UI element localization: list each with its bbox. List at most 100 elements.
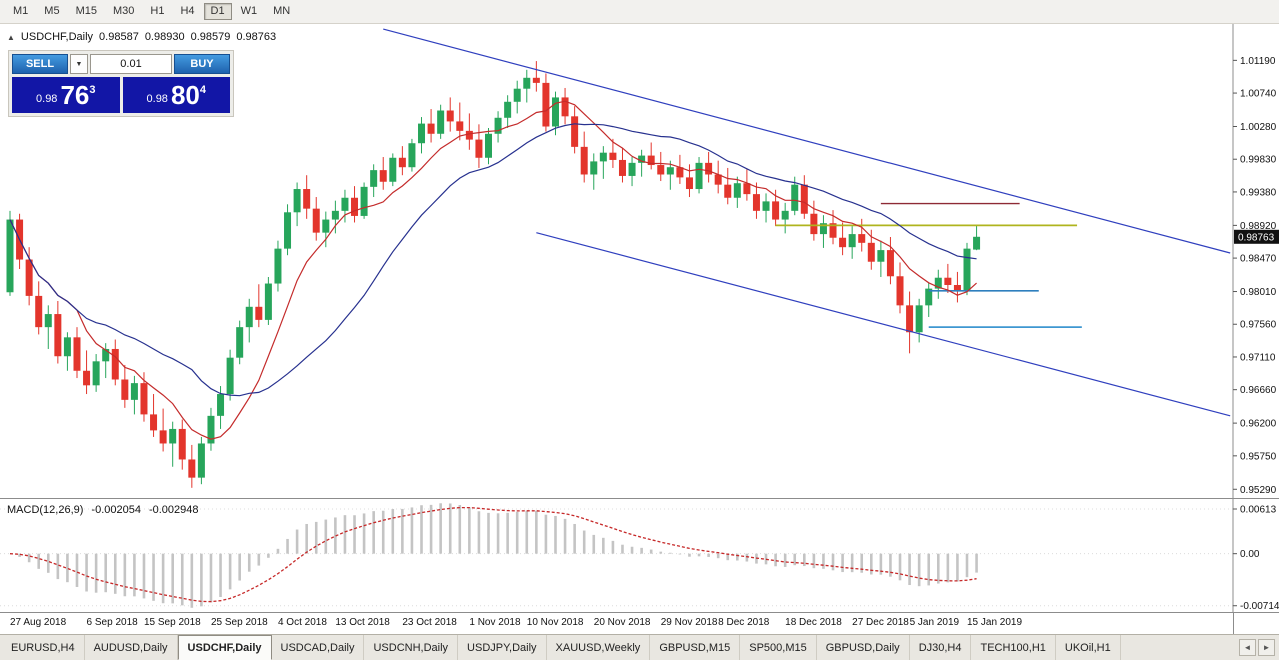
svg-text:0.98470: 0.98470 (1240, 254, 1277, 265)
timeframe-button-m5[interactable]: M5 (37, 3, 66, 20)
tab-gbpusd-daily[interactable]: GBPUSD,Daily (817, 635, 910, 660)
buy-price-big: 80 (170, 80, 200, 110)
svg-text:0.99830: 0.99830 (1240, 155, 1277, 166)
timeframe-button-m30[interactable]: M30 (106, 3, 141, 20)
svg-text:0.00: 0.00 (1240, 549, 1260, 560)
date-label: 5 Jan 2019 (909, 617, 960, 628)
current-price-badge (1234, 229, 1279, 244)
date-label: 8 Dec 2018 (718, 617, 770, 628)
timeframe-button-mn[interactable]: MN (266, 3, 297, 20)
macd-signal-line (9, 506, 977, 603)
macd-chart-svg[interactable]: 0.00613 0.00 -0.00714 (0, 499, 1279, 612)
timeframe-button-m15[interactable]: M15 (69, 3, 104, 20)
macd-panel[interactable]: 0.00613 0.00 -0.00714 MACD(12,26,9) -0.002… (0, 498, 1279, 612)
arrow-left-icon: ◄ (1243, 642, 1252, 652)
macd-value-signal: -0.002948 (148, 504, 199, 516)
svg-text:0.98010: 0.98010 (1240, 287, 1277, 298)
date-label: 4 Oct 2018 (277, 617, 327, 628)
timeframe-button-d1[interactable]: D1 (203, 3, 232, 20)
date-label: 27 Aug 2018 (10, 617, 67, 628)
date-label: 13 Oct 2018 (335, 617, 390, 628)
buy-price-prefix: 0.98 (146, 93, 168, 105)
svg-text:1.00740: 1.00740 (1240, 89, 1277, 100)
tabs-scroll-left-button[interactable]: ◄ (1239, 639, 1256, 656)
ohlc-high: 0.98930 (144, 31, 185, 43)
svg-text:1.00280: 1.00280 (1240, 122, 1277, 133)
buy-button[interactable]: BUY (174, 54, 230, 74)
date-label: 20 Nov 2018 (593, 617, 651, 628)
svg-text:0.99380: 0.99380 (1240, 187, 1277, 198)
tab-scroll-controls: ◄ ► (1235, 635, 1279, 660)
date-label: 23 Oct 2018 (402, 617, 457, 628)
channel-lower (536, 232, 1231, 417)
date-label: 25 Sep 2018 (210, 617, 268, 628)
volume-input[interactable] (90, 54, 172, 74)
ma-8 (9, 100, 977, 440)
tab-usdjpy-daily[interactable]: USDJPY,Daily (458, 635, 547, 660)
sell-price-display[interactable]: 0.98 76 3 (12, 77, 120, 113)
tab-gbpusd-m15[interactable]: GBPUSD,M15 (650, 635, 741, 660)
svg-text:-0.00714: -0.00714 (1240, 601, 1279, 612)
svg-text:0.95290: 0.95290 (1240, 485, 1277, 496)
tab-audusd-daily[interactable]: AUDUSD,Daily (85, 635, 178, 660)
buy-price-sup: 4 (199, 84, 206, 96)
volume-dropdown-button[interactable]: ▼ (70, 54, 88, 74)
svg-text:0.95750: 0.95750 (1240, 451, 1277, 462)
svg-text:0.98920: 0.98920 (1240, 221, 1277, 232)
one-click-toggle-icon[interactable]: ▲ (7, 32, 15, 42)
chart-symbol-period: USDCHF,Daily (20, 31, 94, 43)
chart-ohlc-header: ▲ USDCHF,Daily 0.98587 0.98930 0.98579 0… (7, 31, 276, 43)
svg-text:0.96660: 0.96660 (1240, 385, 1277, 396)
svg-text:0.97110: 0.97110 (1240, 352, 1276, 363)
svg-text:1.01190: 1.01190 (1240, 56, 1276, 67)
svg-text:0.98763: 0.98763 (1238, 232, 1275, 243)
date-label: 10 Nov 2018 (526, 617, 584, 628)
sell-price-sup: 3 (89, 84, 96, 96)
chevron-down-icon: ▼ (75, 60, 83, 68)
chart-tab-bar: EURUSD,H4 AUDUSD,Daily USDCHF,Daily USDCAD,… (0, 634, 1279, 660)
date-label: 6 Sep 2018 (86, 617, 138, 628)
date-label: 15 Jan 2019 (967, 617, 1023, 628)
tab-usdcad-daily[interactable]: USDCAD,Daily (272, 635, 365, 660)
tab-ukoil-h1[interactable]: UKOil,H1 (1056, 635, 1121, 660)
buy-price-display[interactable]: 0.98 80 4 (122, 77, 230, 113)
tabs-container: EURUSD,H4 AUDUSD,Daily USDCHF,Daily USDCAD,… (0, 635, 1121, 660)
arrow-right-icon: ► (1262, 642, 1271, 652)
tab-usdchf-daily[interactable]: USDCHF,Daily (177, 635, 272, 660)
timeframe-button-m1[interactable]: M1 (6, 3, 35, 20)
sell-price-prefix: 0.98 (36, 93, 58, 105)
channel-upper (383, 28, 1231, 254)
macd-header: MACD(12,26,9) -0.002054 -0.002948 (7, 504, 199, 516)
macd-label: MACD(12,26,9) (7, 504, 84, 516)
ma-20 (9, 123, 977, 397)
sell-button[interactable]: SELL (12, 54, 68, 74)
tab-sp500-m15[interactable]: SP500,M15 (740, 635, 817, 660)
svg-text:0.00613: 0.00613 (1240, 504, 1277, 515)
tabs-scroll-right-button[interactable]: ► (1258, 639, 1275, 656)
sell-price-big: 76 (60, 80, 90, 110)
tab-dj30-h4[interactable]: DJ30,H4 (910, 635, 972, 660)
ohlc-close: 0.98763 (236, 31, 277, 43)
date-label: 29 Nov 2018 (660, 617, 718, 628)
price-chart-svg[interactable]: 1.01190 1.00740 1.00280 0.99830 0.99380 0.989… (0, 24, 1279, 498)
date-axis[interactable]: 27 Aug 2018 6 Sep 2018 15 Sep 2018 25 Sep 2… (0, 612, 1279, 634)
macd-value-main: -0.002054 (91, 504, 141, 516)
tab-eurusd-h4[interactable]: EURUSD,H4 (2, 635, 85, 660)
tab-xauusd-weekly[interactable]: XAUUSD,Weekly (547, 635, 651, 660)
price-chart-panel[interactable]: 1.01190 1.00740 1.00280 0.99830 0.99380 0.989… (0, 24, 1279, 498)
ohlc-open: 0.98587 (99, 31, 139, 43)
ohlc-low: 0.98579 (190, 31, 231, 43)
date-label: 27 Dec 2018 (852, 617, 909, 628)
svg-text:0.97560: 0.97560 (1240, 320, 1277, 331)
date-label: 1 Nov 2018 (469, 617, 521, 628)
date-label: 18 Dec 2018 (785, 617, 842, 628)
tab-usdcnh-daily[interactable]: USDCNH,Daily (364, 635, 459, 660)
date-label: 15 Sep 2018 (143, 617, 201, 628)
timeframe-toolbar: M1 M5 M15 M30 H1 H4 D1 W1 MN (0, 0, 1279, 24)
timeframe-button-h4[interactable]: H4 (173, 3, 201, 20)
timeframe-button-h1[interactable]: H1 (143, 3, 171, 20)
timeframe-button-w1[interactable]: W1 (234, 3, 265, 20)
tab-tech100-h1[interactable]: TECH100,H1 (971, 635, 1056, 660)
